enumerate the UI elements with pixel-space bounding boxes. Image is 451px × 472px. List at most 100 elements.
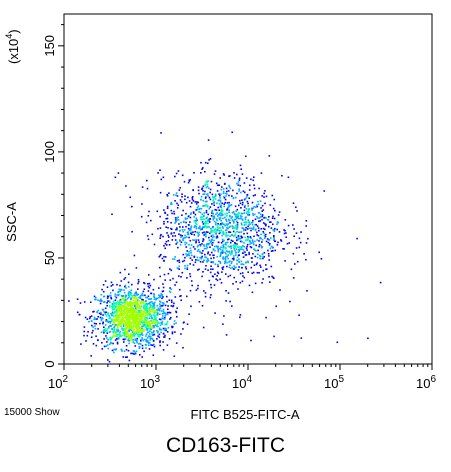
event-dot	[157, 325, 159, 328]
event-dot	[180, 295, 182, 297]
event-dot	[112, 332, 115, 334]
event-dot	[125, 294, 127, 297]
event-dot	[156, 338, 158, 340]
event-dot	[125, 185, 127, 187]
event-dot	[214, 245, 216, 248]
event-dot	[273, 235, 275, 238]
event-dot	[161, 257, 164, 260]
event-dot	[269, 232, 271, 234]
event-dot	[214, 263, 217, 265]
event-dot	[170, 288, 173, 291]
event-dot	[166, 331, 169, 333]
event-dot	[131, 325, 134, 328]
event-dot	[181, 174, 184, 177]
event-dot	[270, 250, 273, 252]
event-dot	[128, 335, 130, 338]
event-dot	[202, 239, 205, 241]
event-dot	[189, 178, 191, 181]
event-dot	[303, 253, 305, 255]
event-dot	[249, 223, 251, 225]
event-dot	[218, 247, 221, 250]
event-dot	[106, 286, 109, 288]
event-dot	[234, 267, 236, 269]
event-dot	[164, 334, 166, 337]
event-dot	[204, 183, 207, 185]
event-dot	[169, 287, 171, 289]
event-dot	[217, 250, 219, 253]
event-dot	[226, 190, 228, 193]
event-dot	[103, 332, 105, 334]
event-dot	[235, 224, 237, 227]
event-dot	[135, 309, 138, 311]
event-dot	[92, 343, 95, 345]
event-dot	[116, 328, 119, 330]
event-dot	[188, 244, 190, 246]
event-dot	[169, 318, 171, 320]
event-dot	[100, 313, 102, 316]
event-dot	[221, 226, 224, 228]
event-dot	[177, 216, 179, 218]
event-dot	[138, 314, 141, 317]
event-dot	[242, 227, 244, 230]
event-dot	[137, 328, 140, 330]
event-dot	[229, 274, 232, 277]
event-dot	[134, 339, 137, 341]
event-dot	[175, 322, 177, 324]
event-dot	[184, 234, 186, 237]
event-dot	[219, 197, 221, 199]
event-dot	[211, 244, 214, 246]
event-dot	[220, 214, 222, 217]
event-dot	[233, 218, 236, 221]
event-dot	[182, 328, 184, 330]
event-dot	[110, 285, 113, 287]
event-dot	[254, 224, 256, 226]
x-tick-label: 105	[324, 374, 344, 391]
event-dot	[237, 235, 240, 237]
event-dot	[229, 215, 231, 218]
event-dot	[257, 212, 260, 214]
event-dot	[141, 314, 143, 317]
event-dot	[134, 338, 137, 340]
event-dot	[121, 297, 124, 300]
event-dot	[121, 350, 123, 352]
event-dot	[108, 331, 111, 333]
event-dot	[125, 323, 128, 326]
event-dot	[222, 188, 225, 190]
event-dot	[163, 259, 165, 262]
event-dot	[183, 259, 186, 262]
event-dot	[150, 320, 153, 323]
event-dot	[242, 256, 245, 258]
event-dot	[138, 300, 140, 302]
event-dot	[110, 297, 113, 300]
event-dot	[191, 198, 194, 201]
event-dot	[156, 330, 158, 332]
event-dot	[223, 183, 226, 185]
event-dot	[169, 268, 171, 270]
event-dot	[124, 285, 126, 288]
event-dot	[143, 350, 145, 353]
event-dot	[128, 314, 131, 316]
event-dot	[86, 334, 89, 337]
event-dot	[185, 236, 188, 238]
event-dot	[159, 227, 162, 229]
event-dot	[100, 298, 102, 301]
event-dot	[241, 263, 243, 265]
event-dot	[259, 220, 261, 222]
event-dot	[205, 186, 208, 189]
event-dot	[97, 309, 100, 312]
event-dot	[282, 248, 284, 250]
event-dot	[238, 204, 240, 207]
event-dot	[180, 333, 182, 335]
event-dot	[159, 275, 161, 278]
event-dot	[130, 333, 132, 335]
event-dot	[203, 193, 206, 195]
event-dot	[184, 265, 186, 267]
event-dot	[99, 322, 101, 325]
event-dot	[238, 231, 240, 234]
event-dot	[153, 345, 156, 348]
event-dot	[76, 298, 79, 300]
event-dot	[208, 236, 210, 239]
event-dot	[241, 240, 243, 243]
event-dot	[190, 232, 192, 235]
event-dot	[247, 238, 249, 240]
